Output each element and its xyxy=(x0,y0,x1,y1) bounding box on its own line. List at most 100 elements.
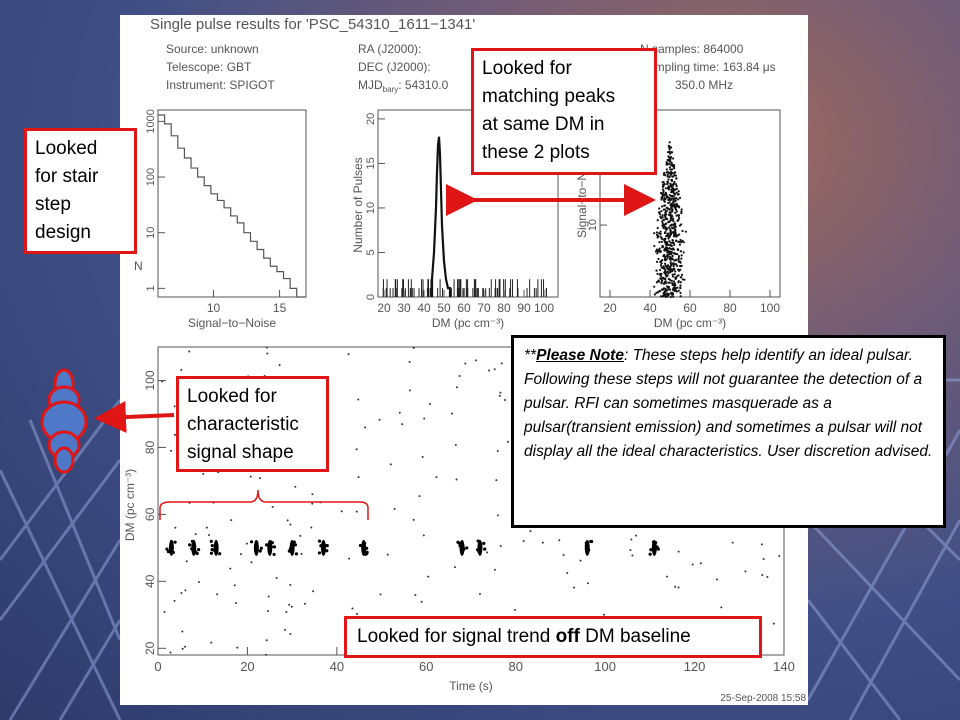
pulse-point xyxy=(319,544,323,548)
snr-point xyxy=(667,196,671,199)
snr-point xyxy=(668,278,672,281)
dm-time-point xyxy=(379,593,382,596)
dm-time-point xyxy=(208,534,211,537)
dm-time-point xyxy=(504,398,507,401)
pulse-point xyxy=(476,539,480,543)
snr-point xyxy=(674,252,677,256)
pulse-point xyxy=(269,545,273,549)
pulse-point xyxy=(317,539,322,543)
snr-point xyxy=(660,281,663,284)
snr-point xyxy=(678,269,681,272)
snr-point xyxy=(662,219,665,222)
snr-point xyxy=(669,261,672,264)
snr-point xyxy=(672,201,675,204)
snr-point xyxy=(669,268,672,271)
dm-time-point xyxy=(393,507,396,510)
dm-time-point xyxy=(348,557,351,560)
dm-time-point xyxy=(357,398,360,401)
pulse-point xyxy=(264,543,269,547)
pulse-point xyxy=(173,540,177,544)
snr-point xyxy=(672,175,675,178)
snr-point xyxy=(663,199,666,202)
snr-point xyxy=(663,208,667,211)
snr-point xyxy=(659,232,662,236)
dm-time-point xyxy=(174,526,177,529)
time-xtick-label: 0 xyxy=(154,659,161,674)
snr-point xyxy=(666,186,670,190)
dm-xlabel: DM (pc cm⁻³) xyxy=(432,316,504,330)
dm-time-point xyxy=(216,593,219,596)
snr-point xyxy=(670,250,673,253)
snr-xlabel: Signal−to−Noise xyxy=(188,316,276,330)
snr-point xyxy=(661,193,664,196)
dm-time-ytick-label: 40 xyxy=(143,574,157,588)
snr-point xyxy=(668,158,671,161)
snr-point xyxy=(659,264,663,267)
dm-time-point xyxy=(720,606,723,609)
snr-point xyxy=(664,282,667,285)
note-highlight: Please Note xyxy=(536,347,624,364)
dm-ytick-label: 20 xyxy=(365,113,377,125)
snr-dm-xlabel: DM (pc cm⁻³) xyxy=(654,316,726,330)
snr-point xyxy=(667,268,670,271)
pulse-point xyxy=(165,547,169,551)
snr-point xyxy=(663,262,667,265)
snr-point xyxy=(675,184,678,188)
snr-point xyxy=(662,292,665,295)
dm-time-point xyxy=(258,477,261,480)
snr-point xyxy=(672,268,675,271)
dm-time-point xyxy=(699,562,702,565)
pulse-point xyxy=(169,540,174,544)
pulse-point xyxy=(288,547,293,551)
dm-time-point xyxy=(185,560,188,563)
dm-time-point xyxy=(161,380,164,383)
dm-time-point xyxy=(478,593,481,596)
dm-time-point xyxy=(435,476,438,479)
dm-time-point xyxy=(428,403,431,406)
snr-point xyxy=(660,210,663,213)
dm-time-point xyxy=(629,549,632,552)
snr-point xyxy=(661,220,664,223)
snr-point xyxy=(675,210,678,213)
dm-time-point xyxy=(677,550,680,553)
snr-point xyxy=(669,217,672,220)
dm-time-point xyxy=(170,449,173,452)
snr-point xyxy=(662,173,666,176)
snr-point xyxy=(674,263,678,266)
snr-point xyxy=(659,272,662,276)
pulse-point xyxy=(648,552,652,556)
dm-time-point xyxy=(386,553,389,556)
snr-point xyxy=(669,241,672,244)
snr-point xyxy=(655,248,658,251)
dm-time-point xyxy=(267,595,270,598)
snr-point xyxy=(680,208,683,211)
snr-dm-xtick-label: 40 xyxy=(643,301,657,315)
snr-point xyxy=(658,241,661,244)
snr-point xyxy=(673,180,676,184)
dm-time-point xyxy=(691,563,694,566)
snr-point xyxy=(660,198,663,201)
snr-point xyxy=(659,289,662,293)
dm-ylabel: Number of Pulses xyxy=(351,157,365,252)
dm-time-point xyxy=(312,590,315,593)
snr-point xyxy=(673,259,677,262)
dm-time-ytick-label: 20 xyxy=(143,641,157,655)
snr-point xyxy=(681,239,684,242)
callout-stair-step: Looked for stair step design xyxy=(24,128,137,254)
snr-point xyxy=(656,272,659,275)
pulse-point xyxy=(462,547,466,551)
dm-time-point xyxy=(677,586,680,589)
pulse-point xyxy=(287,549,291,553)
snr-point xyxy=(669,291,673,294)
dm-time-point xyxy=(760,543,763,546)
dm-xtick-label: 50 xyxy=(437,301,451,315)
pulse-point xyxy=(482,541,486,545)
snr-point xyxy=(659,230,662,233)
snr-point xyxy=(677,214,681,217)
snr-point xyxy=(672,182,675,185)
snr-point xyxy=(661,223,664,227)
dm-time-point xyxy=(715,578,718,581)
pulse-point xyxy=(254,548,258,552)
dm-time-point xyxy=(778,554,781,557)
